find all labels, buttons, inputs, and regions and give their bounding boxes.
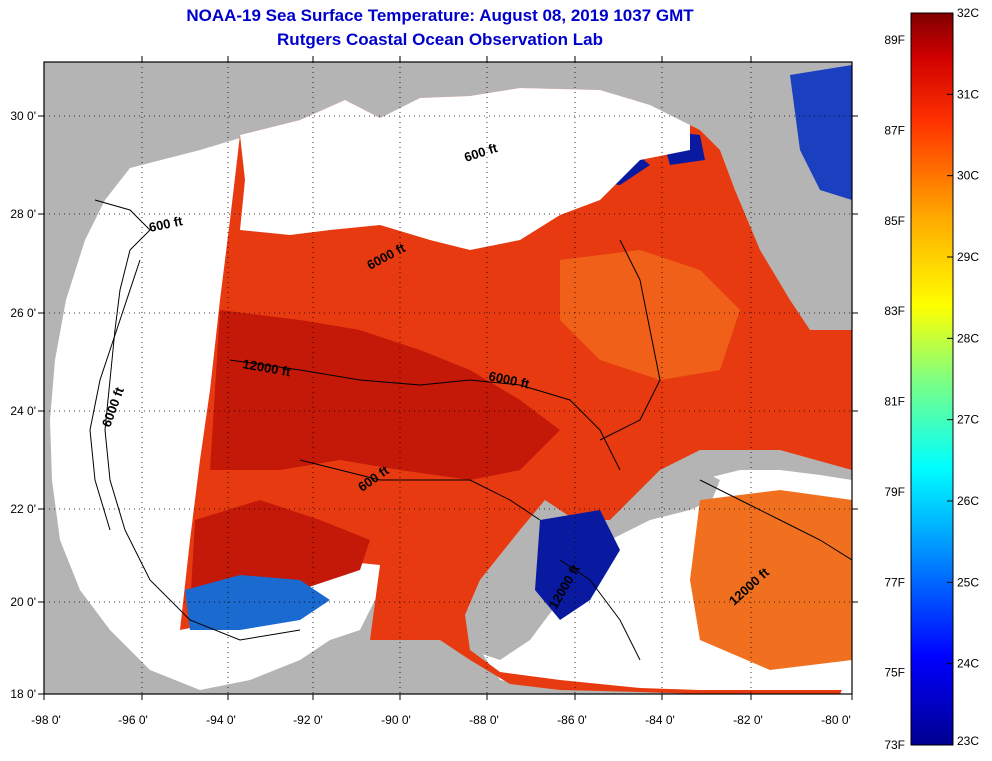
colorbar-fahrenheit-label: 79F <box>884 485 905 499</box>
frame-ticks <box>38 56 858 700</box>
colorbar-celsius-label: 32C <box>957 6 979 20</box>
colorbar-fahrenheit-label: 83F <box>884 304 905 318</box>
cold-patch-florida <box>790 65 852 200</box>
longitude-labels: -98 0' -96 0' -94 0' -92 0' -90 0' -88 0… <box>31 713 851 727</box>
sst-orange-caribbean <box>690 490 852 670</box>
colorbar-celsius-label: 23C <box>957 734 979 748</box>
lon-label-82: -82 0' <box>733 713 763 727</box>
florida-land <box>730 140 852 345</box>
contour-label-600-west: 600 ft <box>148 213 185 235</box>
cool-patch-south <box>185 575 330 630</box>
colorbar-fahrenheit-label: 75F <box>884 666 905 680</box>
colorbar-celsius-label: 30C <box>957 169 979 183</box>
colorbar-celsius-label: 29C <box>957 250 979 264</box>
lon-label-84: -84 0' <box>645 713 675 727</box>
colorbar-celsius-label: 26C <box>957 494 979 508</box>
lon-label-92: -92 0' <box>293 713 323 727</box>
latitude-labels: 30 0' 28 0' 26 0' 24 0' 22 0' 20 0' 18 0… <box>10 109 36 701</box>
lat-label-20: 20 0' <box>10 595 36 609</box>
lat-label-26: 26 0' <box>10 306 36 320</box>
colorbar-fahrenheit-label: 89F <box>884 33 905 47</box>
map-subtitle: Rutgers Coastal Ocean Observation Lab <box>277 30 603 49</box>
sst-orange-east <box>560 250 740 380</box>
colorbar-fahrenheit-label: 77F <box>884 575 905 589</box>
colorbar-celsius-label: 31C <box>957 87 979 101</box>
lat-label-30: 30 0' <box>10 109 36 123</box>
map-title: NOAA-19 Sea Surface Temperature: August … <box>186 6 694 25</box>
lon-label-90: -90 0' <box>381 713 411 727</box>
colorbar-fahrenheit-label: 85F <box>884 214 905 228</box>
lon-label-86: -86 0' <box>557 713 587 727</box>
cold-patch-yucatan <box>535 510 620 620</box>
lon-label-80: -80 0' <box>821 713 851 727</box>
lon-label-98: -98 0' <box>31 713 61 727</box>
cloud-south-caribbean <box>840 670 852 694</box>
colorbar-fahrenheit-label: 87F <box>884 123 905 137</box>
colorbar-celsius-label: 24C <box>957 657 979 671</box>
cloud-north <box>240 88 690 250</box>
temperature-colorbar <box>910 12 954 746</box>
colorbar-celsius-label: 25C <box>957 575 979 589</box>
bathymetry-contours <box>89 199 852 661</box>
map-frame <box>43 61 853 695</box>
colorbar-fahrenheit-label: 73F <box>884 738 905 752</box>
lon-label-88: -88 0' <box>469 713 499 727</box>
sst-warm-core <box>210 310 560 480</box>
lat-label-28: 28 0' <box>10 207 36 221</box>
lon-label-96: -96 0' <box>118 713 148 727</box>
lon-label-94: -94 0' <box>206 713 236 727</box>
lat-label-18: 18 0' <box>10 687 36 701</box>
colorbar-fahrenheit-labels: 89F 87F 85F 83F 81F 79F 77F 75F 73F <box>884 33 905 752</box>
grid-lines <box>44 62 852 694</box>
colorbar-celsius-labels: 32C 31C 30C 29C 28C 27C 26C 25C 24C 23C <box>947 6 979 748</box>
colorbar-celsius-label: 27C <box>957 413 979 427</box>
colorbar-celsius-label: 28C <box>957 331 979 345</box>
lat-label-22: 22 0' <box>10 502 36 516</box>
lat-label-24: 24 0' <box>10 404 36 418</box>
colorbar-fahrenheit-label: 81F <box>884 395 905 409</box>
